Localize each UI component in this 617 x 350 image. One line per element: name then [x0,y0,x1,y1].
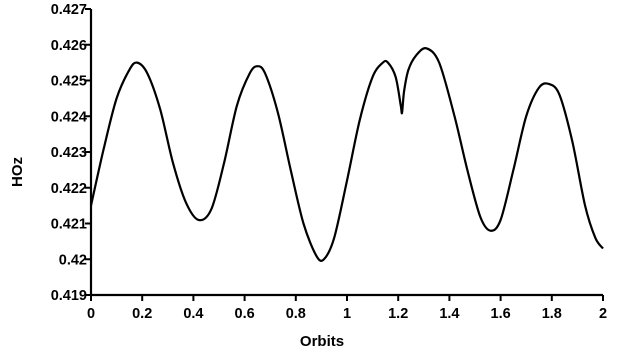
x-tick-label: 0 [87,306,95,322]
y-tick-label: 0.423 [51,145,87,161]
x-tick-label: 1.4 [439,306,459,322]
y-tick-label: 0.419 [51,288,87,304]
y-tick-label: 0.427 [51,2,87,18]
y-axis-title: HOz [9,157,26,187]
x-tick-label: 1.8 [542,306,562,322]
x-tick-label: 0.8 [286,306,306,322]
x-tick-label: 1.2 [388,306,408,322]
x-tick-label: 0.4 [183,306,203,322]
x-tick-label: 0.2 [132,306,152,322]
x-tick-label: 2 [599,306,607,322]
y-axis: 0.419 0.42 0.421 0.422 0.423 0.424 0.425 0.426 0… [51,2,93,304]
x-tick-label: 1 [343,306,351,322]
series-line [89,47,604,262]
x-axis-title: Orbits [300,333,344,350]
y-tick-label: 0.422 [51,181,87,197]
y-tick-label: 0.426 [51,38,87,54]
y-tick-label: 0.424 [51,109,87,125]
plot-area [89,47,604,262]
y-tick-label: 0.42 [59,252,87,268]
x-tick-label: 1.6 [491,306,511,322]
x-tick-label: 0.6 [235,306,255,322]
y-tick-label: 0.425 [51,74,87,90]
x-axis: 0 0.2 0.4 0.6 0.8 1 1.2 1.4 1.6 1.8 2 [87,293,607,322]
y-tick-label: 0.421 [51,217,87,233]
